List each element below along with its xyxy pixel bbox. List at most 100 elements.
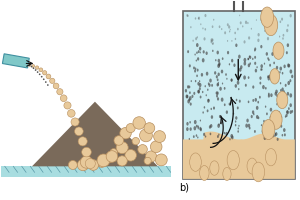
Circle shape: [268, 75, 271, 78]
Circle shape: [245, 21, 247, 24]
Circle shape: [50, 78, 55, 83]
Circle shape: [286, 29, 288, 32]
Circle shape: [85, 159, 95, 169]
Circle shape: [283, 90, 285, 93]
Circle shape: [267, 57, 269, 60]
Circle shape: [247, 58, 249, 60]
Circle shape: [144, 123, 155, 133]
Circle shape: [197, 69, 199, 72]
Circle shape: [234, 32, 236, 34]
Circle shape: [276, 80, 278, 82]
Circle shape: [198, 90, 200, 94]
Circle shape: [251, 28, 252, 30]
Circle shape: [217, 83, 219, 87]
Circle shape: [270, 110, 282, 129]
Circle shape: [270, 116, 272, 119]
Circle shape: [249, 56, 251, 59]
Circle shape: [216, 75, 218, 78]
Circle shape: [217, 124, 220, 128]
Circle shape: [278, 111, 280, 114]
Circle shape: [207, 89, 208, 91]
Circle shape: [211, 40, 212, 43]
Circle shape: [228, 25, 230, 29]
Circle shape: [199, 83, 202, 87]
Text: b): b): [179, 183, 189, 193]
Circle shape: [224, 87, 226, 90]
Circle shape: [39, 68, 43, 72]
Circle shape: [235, 120, 236, 123]
Circle shape: [222, 82, 223, 85]
Circle shape: [274, 134, 276, 137]
Circle shape: [248, 36, 250, 40]
Circle shape: [140, 129, 152, 142]
Circle shape: [217, 97, 219, 101]
Circle shape: [132, 137, 140, 145]
Circle shape: [244, 40, 246, 44]
Circle shape: [195, 17, 196, 20]
Circle shape: [268, 94, 270, 98]
Circle shape: [196, 74, 198, 77]
Circle shape: [43, 78, 45, 80]
Circle shape: [260, 76, 262, 80]
Circle shape: [287, 81, 290, 85]
Circle shape: [78, 137, 87, 146]
Circle shape: [272, 135, 274, 137]
Circle shape: [227, 151, 239, 170]
Circle shape: [218, 62, 220, 65]
Circle shape: [197, 57, 199, 61]
Circle shape: [219, 115, 221, 118]
Circle shape: [195, 37, 197, 40]
Circle shape: [286, 110, 289, 114]
Circle shape: [68, 110, 75, 117]
Circle shape: [189, 121, 191, 124]
Circle shape: [270, 69, 280, 84]
Circle shape: [193, 92, 195, 95]
Circle shape: [188, 98, 190, 101]
Circle shape: [199, 80, 200, 82]
Circle shape: [57, 89, 63, 95]
Circle shape: [249, 55, 250, 58]
Circle shape: [235, 38, 236, 40]
Circle shape: [284, 65, 286, 68]
Circle shape: [273, 62, 275, 64]
Circle shape: [218, 123, 220, 126]
Circle shape: [193, 135, 195, 138]
Circle shape: [245, 84, 247, 87]
Circle shape: [204, 14, 206, 17]
Circle shape: [187, 15, 189, 17]
Circle shape: [280, 121, 281, 123]
Circle shape: [290, 103, 292, 107]
Circle shape: [47, 84, 49, 86]
Circle shape: [275, 132, 278, 136]
Circle shape: [104, 153, 113, 163]
Circle shape: [258, 116, 260, 119]
Circle shape: [252, 58, 254, 60]
Circle shape: [280, 89, 282, 92]
Circle shape: [286, 110, 288, 113]
Circle shape: [281, 45, 283, 49]
Circle shape: [196, 125, 198, 128]
Circle shape: [117, 156, 127, 166]
Circle shape: [196, 51, 198, 54]
Circle shape: [224, 103, 226, 106]
Circle shape: [269, 64, 271, 67]
Circle shape: [224, 132, 225, 134]
Circle shape: [249, 62, 251, 65]
Circle shape: [254, 98, 257, 102]
Circle shape: [248, 58, 249, 60]
Circle shape: [224, 31, 226, 34]
Circle shape: [270, 28, 271, 31]
Circle shape: [280, 82, 281, 84]
Circle shape: [199, 127, 202, 130]
Circle shape: [198, 50, 200, 53]
Circle shape: [219, 25, 220, 28]
Circle shape: [211, 38, 213, 42]
Circle shape: [262, 85, 265, 89]
Circle shape: [277, 138, 279, 141]
Circle shape: [185, 94, 188, 98]
Circle shape: [205, 28, 206, 31]
Circle shape: [200, 120, 201, 122]
Circle shape: [218, 83, 219, 86]
Circle shape: [209, 125, 211, 129]
Circle shape: [146, 151, 157, 162]
